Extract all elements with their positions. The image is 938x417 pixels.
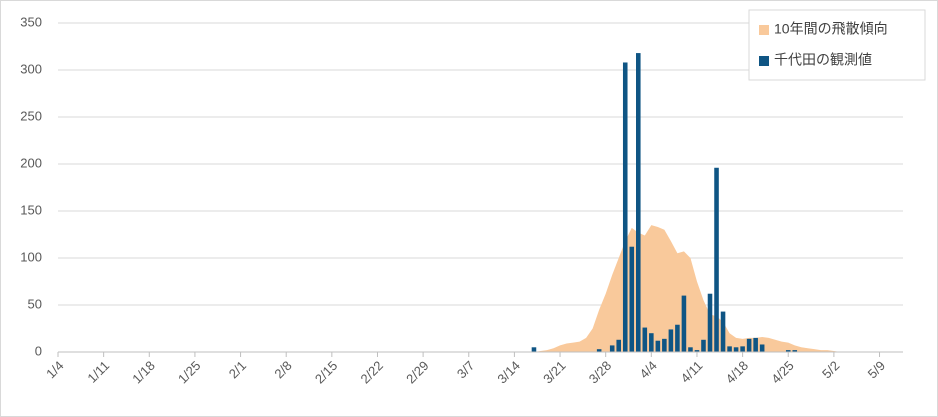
- bar: [720, 311, 726, 352]
- bar: [753, 337, 758, 352]
- bar: [662, 338, 667, 352]
- bar: [609, 345, 615, 352]
- y-tick-label: 150: [20, 202, 42, 217]
- area: [58, 225, 906, 352]
- bar: [668, 329, 674, 352]
- bar: [792, 350, 798, 352]
- bar: [759, 344, 765, 352]
- legend-swatch: [759, 25, 769, 35]
- bar: [616, 339, 622, 352]
- y-tick-label: 350: [20, 14, 42, 29]
- bar: [596, 349, 602, 352]
- y-tick-label: 100: [20, 249, 42, 264]
- legend-box: [748, 9, 926, 81]
- bar: [675, 324, 680, 352]
- bar: [636, 53, 641, 353]
- y-tick-label: 300: [20, 61, 42, 76]
- y-tick-label: 250: [20, 108, 42, 123]
- y-tick-label: 50: [28, 296, 42, 311]
- bar: [688, 347, 693, 352]
- bar: [714, 167, 719, 352]
- bar: [681, 295, 687, 352]
- bar: [727, 346, 732, 352]
- legend-swatch: [759, 56, 769, 66]
- bar: [740, 346, 745, 352]
- bar: [694, 350, 700, 352]
- bar: [649, 333, 654, 352]
- bar: [655, 340, 661, 352]
- bar: [707, 293, 713, 352]
- y-tick-label: 0: [35, 343, 42, 358]
- bar: [642, 327, 648, 352]
- bar: [531, 347, 537, 352]
- legend-label: 10年間の飛散傾向: [774, 21, 888, 37]
- bar: [622, 62, 628, 352]
- bar: [733, 347, 739, 352]
- bar: [701, 339, 706, 352]
- bar: [746, 338, 752, 352]
- bar: [785, 350, 791, 352]
- bar: [629, 246, 635, 352]
- y-tick-label: 200: [20, 155, 42, 170]
- legend-label: 千代田の観測値: [774, 52, 872, 68]
